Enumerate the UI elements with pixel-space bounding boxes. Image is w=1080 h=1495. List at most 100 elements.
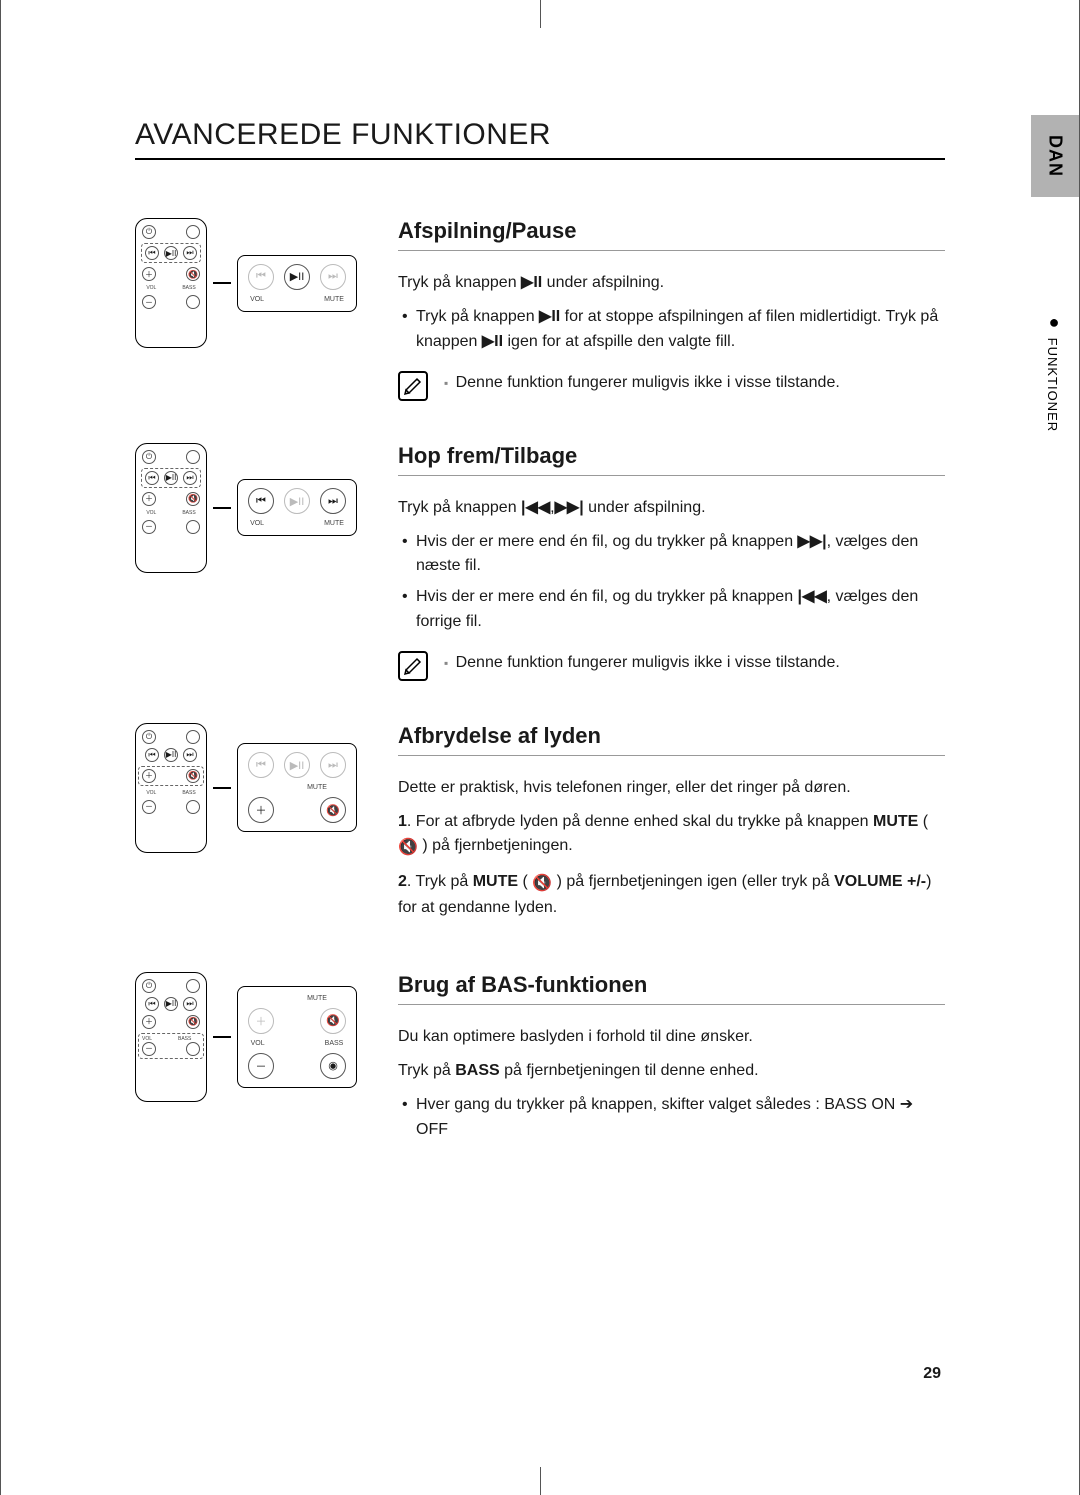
- bullet-list: Hver gang du trykker på knappen, skifter…: [398, 1093, 945, 1143]
- remote-btn-icon: [186, 730, 200, 744]
- body-text: Tryk på BASS på fjernbetjeningen til den…: [398, 1059, 945, 1083]
- remote-btn-icon: ⏮: [145, 471, 159, 485]
- prev-icon: |◀◀: [798, 588, 827, 605]
- text-playpause: Afspilning/Pause Tryk på knappen ▶II und…: [398, 218, 945, 401]
- remote-btn-icon: －: [142, 295, 156, 309]
- callout-btn-prev: ⏮: [248, 752, 274, 778]
- remote-btn-icon: 🔇: [186, 769, 200, 783]
- body-text: Du kan optimere baslyden i forhold til d…: [398, 1025, 945, 1049]
- play-pause-icon: ▶II: [482, 333, 503, 350]
- callout-btn-bass: ◉: [320, 1053, 346, 1079]
- remote-diagram: ⏻ ⏮ ▶II ⏭ ＋ 🔇 VOL BASS －: [135, 443, 207, 573]
- illustration-skip: ⏻ ⏮ ▶II ⏭ ＋ 🔇 VOL BASS － ⏮ ▶II ⏭ VOL MUTE: [135, 443, 370, 681]
- remote-btn-icon: ＋: [142, 267, 156, 281]
- body-text: Tryk på knappen ▶II under afspilning.: [398, 271, 945, 295]
- mute-icon: 🔇: [398, 836, 418, 860]
- next-icon: ▶▶|: [555, 499, 584, 516]
- callout-label: VOL: [250, 296, 264, 303]
- remote-btn-icon: ⏭: [183, 748, 197, 762]
- remote-btn-icon: ⏻: [142, 450, 156, 464]
- remote-btn-icon: ⏻: [142, 730, 156, 744]
- text-bass: Brug af BAS-funktionen Du kan optimere b…: [398, 972, 945, 1155]
- callout-btn-mute: 🔇: [320, 797, 346, 823]
- remote-btn-icon: 🔇: [186, 1015, 200, 1029]
- remote-btn-icon: ＋: [142, 492, 156, 506]
- remote-label: VOL: [146, 510, 156, 516]
- remote-btn-icon: ⏮: [145, 748, 159, 762]
- list-item: Hvis der er mere end én fil, og du trykk…: [398, 585, 945, 635]
- remote-btn-icon: ⏻: [142, 979, 156, 993]
- subheading: Hop frem/Tilbage: [398, 443, 945, 476]
- connector-line: [213, 787, 231, 789]
- list-item: Hver gang du trykker på knappen, skifter…: [398, 1093, 945, 1143]
- section-skip: ⏻ ⏮ ▶II ⏭ ＋ 🔇 VOL BASS － ⏮ ▶II ⏭ VOL MUTE: [135, 443, 945, 681]
- note-icon: [398, 651, 428, 681]
- list-item: Hvis der er mere end én fil, og du trykk…: [398, 530, 945, 580]
- remote-btn-icon: ⏭: [183, 246, 197, 260]
- remote-btn-icon: [186, 520, 200, 534]
- callout-mute: ⏮ ▶II ⏭ MUTE ＋ 🔇: [237, 743, 357, 832]
- remote-btn-icon: [186, 450, 200, 464]
- remote-label: BASS: [182, 285, 195, 291]
- illustration-bass: ⏻ ⏮▶II⏭ ＋🔇 VOLBASS － MUTE ＋ 🔇: [135, 972, 370, 1155]
- side-label-bullet: ●: [1044, 312, 1064, 333]
- subheading: Afbrydelse af lyden: [398, 723, 945, 756]
- remote-btn-icon: ⏮: [145, 246, 159, 260]
- text-skip: Hop frem/Tilbage Tryk på knappen |◀◀,▶▶|…: [398, 443, 945, 681]
- bullet-list: Hvis der er mere end én fil, og du trykk…: [398, 530, 945, 635]
- main-content: AVANCEREDE FUNKTIONER ⏻ ⏮ ▶II ⏭ ＋ 🔇 VOL BASS…: [135, 118, 945, 1196]
- remote-btn-icon: ＋: [142, 1015, 156, 1029]
- remote-diagram: ⏻ ⏮▶II⏭ ＋🔇 VOLBASS －: [135, 972, 207, 1102]
- remote-btn-icon: [186, 979, 200, 993]
- remote-label: BASS: [182, 510, 195, 516]
- remote-label: VOL: [146, 285, 156, 291]
- remote-label: VOL: [142, 1036, 152, 1042]
- step-text: 2. Tryk på MUTE ( 🔇 ) på fjernbetjeninge…: [398, 870, 945, 920]
- crop-mark-top: [540, 0, 541, 28]
- callout-btn-volup: ＋: [248, 797, 274, 823]
- remote-btn-icon: ⏭: [183, 997, 197, 1011]
- callout-btn-mute: 🔇: [320, 1008, 346, 1034]
- page-title: AVANCEREDE FUNKTIONER: [135, 118, 945, 160]
- remote-btn-icon: ▶II: [164, 748, 178, 762]
- remote-btn-icon: －: [142, 520, 156, 534]
- callout-label: BASS: [325, 1040, 344, 1047]
- callout-btn-volup: ＋: [248, 1008, 274, 1034]
- remote-btn-icon: [186, 800, 200, 814]
- text-mute: Afbrydelse af lyden Dette er praktisk, h…: [398, 723, 945, 930]
- remote-btn-icon: ▶II: [164, 246, 178, 260]
- remote-diagram: ⏻ ⏮▶II⏭ ＋🔇 VOLBASS －: [135, 218, 207, 348]
- play-pause-icon: ▶II: [521, 274, 542, 291]
- section-playpause: ⏻ ⏮▶II⏭ ＋🔇 VOLBASS － ⏮ ▶II ⏭ VOLMUTE: [135, 218, 945, 401]
- note-text: Denne funktion fungerer muligvis ikke i …: [444, 651, 840, 675]
- callout-btn-next: ⏭: [320, 752, 346, 778]
- body-text: Dette er praktisk, hvis telefonen ringer…: [398, 776, 945, 800]
- callout-label: VOL: [250, 520, 264, 527]
- connector-line: [213, 1036, 231, 1038]
- section-bass: ⏻ ⏮▶II⏭ ＋🔇 VOLBASS － MUTE ＋ 🔇: [135, 972, 945, 1155]
- step-text: 1. For at afbryde lyden på denne enhed s…: [398, 810, 945, 860]
- callout-btn-next: ⏭: [320, 264, 346, 290]
- remote-btn-icon: －: [142, 1042, 156, 1056]
- remote-btn-icon: 🔇: [186, 267, 200, 281]
- callout-btn-playpause: ▶II: [284, 264, 310, 290]
- illustration-mute: ⏻ ⏮▶II⏭ ＋🔇 VOLBASS － ⏮ ▶II ⏭ MUTE: [135, 723, 370, 930]
- callout-label: MUTE: [324, 520, 344, 527]
- language-tab: DAN: [1031, 115, 1079, 197]
- section-side-label: ● FUNKTIONER: [1043, 312, 1064, 432]
- callout-btn-next: ⏭: [320, 488, 346, 514]
- remote-btn-icon: 🔇: [186, 492, 200, 506]
- crop-mark-bottom: [540, 1467, 541, 1495]
- remote-diagram: ⏻ ⏮▶II⏭ ＋🔇 VOLBASS －: [135, 723, 207, 853]
- callout-btn-playpause: ▶II: [284, 752, 310, 778]
- remote-label: VOL: [146, 790, 156, 796]
- side-label-text: FUNKTIONER: [1045, 338, 1060, 433]
- callout-btn-prev: ⏮: [248, 264, 274, 290]
- body-text: Tryk på knappen |◀◀,▶▶| under afspilning…: [398, 496, 945, 520]
- prev-icon: |◀◀: [521, 499, 550, 516]
- remote-btn-icon: ▶II: [164, 471, 178, 485]
- remote-btn-icon: ▶II: [164, 997, 178, 1011]
- note-icon: [398, 371, 428, 401]
- remote-btn-icon: ⏭: [183, 471, 197, 485]
- callout-playpause: ⏮ ▶II ⏭ VOLMUTE: [237, 255, 357, 312]
